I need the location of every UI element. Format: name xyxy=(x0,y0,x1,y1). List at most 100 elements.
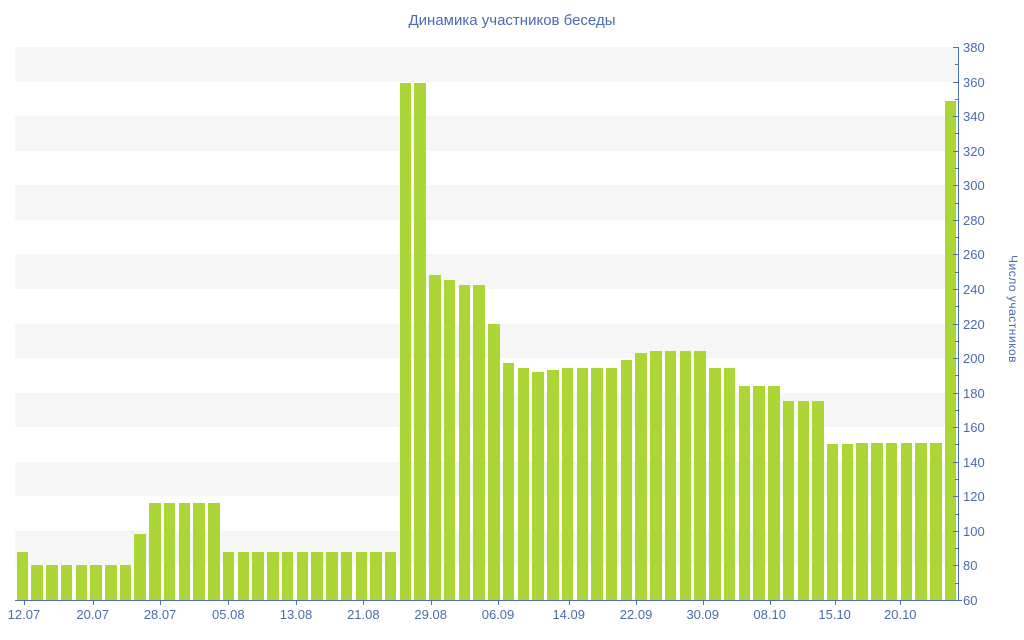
y-tick-label: 200 xyxy=(963,351,985,367)
bar[interactable] xyxy=(650,351,662,600)
bar[interactable] xyxy=(414,83,426,600)
bar[interactable] xyxy=(193,503,205,600)
grid-band xyxy=(15,116,958,151)
y-minor-tick xyxy=(955,98,958,100)
bar[interactable] xyxy=(502,363,515,600)
bar[interactable] xyxy=(134,534,146,600)
y-minor-tick xyxy=(955,340,958,342)
bar[interactable] xyxy=(856,442,868,600)
bar[interactable] xyxy=(16,551,29,600)
y-major-tick xyxy=(953,565,958,567)
bar[interactable] xyxy=(222,551,235,600)
grid-band xyxy=(15,254,958,289)
bar[interactable] xyxy=(768,385,780,600)
bar[interactable] xyxy=(679,351,692,600)
bar[interactable] xyxy=(709,368,721,600)
y-tick-label: 100 xyxy=(963,523,985,539)
bar[interactable] xyxy=(311,551,323,600)
bar[interactable] xyxy=(340,551,353,600)
x-tick-label: 08.10 xyxy=(753,607,786,622)
bar[interactable] xyxy=(915,442,927,600)
bar[interactable] xyxy=(458,285,471,600)
plot-area xyxy=(15,47,958,600)
bar[interactable] xyxy=(443,280,456,600)
bar[interactable] xyxy=(208,503,220,600)
x-tick xyxy=(900,601,902,605)
y-tick-label: 320 xyxy=(963,143,985,159)
bar[interactable] xyxy=(591,368,603,600)
bar[interactable] xyxy=(827,444,839,600)
bar[interactable] xyxy=(149,503,161,600)
bar[interactable] xyxy=(252,551,264,600)
bar[interactable] xyxy=(237,551,250,600)
bar[interactable] xyxy=(930,442,942,600)
bar[interactable] xyxy=(561,368,574,600)
x-tick xyxy=(430,601,432,605)
y-minor-tick xyxy=(955,548,958,550)
bar[interactable] xyxy=(532,371,544,600)
bar[interactable] xyxy=(753,385,765,600)
bar[interactable] xyxy=(429,275,441,600)
bar[interactable] xyxy=(75,565,88,600)
y-minor-tick xyxy=(955,479,958,481)
x-tick xyxy=(296,601,297,605)
bar[interactable] xyxy=(517,368,530,600)
y-minor-tick xyxy=(955,444,958,446)
bar[interactable] xyxy=(576,368,588,600)
y-tick-label: 80 xyxy=(963,558,978,574)
bar[interactable] xyxy=(163,503,176,600)
bar[interactable] xyxy=(370,551,382,600)
bar[interactable] xyxy=(326,551,338,600)
bar[interactable] xyxy=(90,565,102,600)
grid-band xyxy=(15,323,958,359)
y-tick-label: 340 xyxy=(963,109,985,125)
bar[interactable] xyxy=(547,370,559,600)
x-tick-label: 29.08 xyxy=(414,607,447,622)
bar[interactable] xyxy=(296,551,309,600)
bar[interactable] xyxy=(119,565,132,600)
bar[interactable] xyxy=(841,444,854,600)
bar[interactable] xyxy=(694,351,706,600)
bar[interactable] xyxy=(944,100,957,600)
y-tick-label: 240 xyxy=(963,281,985,297)
x-tick-label: 30.09 xyxy=(686,607,719,622)
bar[interactable] xyxy=(885,442,898,600)
bar[interactable] xyxy=(60,565,73,600)
chart-title: Динамика участников беседы xyxy=(408,12,616,29)
bar[interactable] xyxy=(267,551,279,600)
bar[interactable] xyxy=(399,83,412,600)
grid-band xyxy=(15,185,958,220)
bar[interactable] xyxy=(723,368,736,600)
x-tick xyxy=(702,601,704,605)
x-tick-label: 14.09 xyxy=(552,607,585,622)
y-minor-tick xyxy=(955,409,958,411)
y-axis-line xyxy=(958,47,959,601)
bar[interactable] xyxy=(488,323,500,600)
x-tick-label: 06.09 xyxy=(481,607,515,622)
bar[interactable] xyxy=(871,442,883,600)
y-tick-label: 120 xyxy=(963,489,985,505)
bar[interactable] xyxy=(46,565,58,600)
bar[interactable] xyxy=(812,401,824,600)
bar[interactable] xyxy=(664,351,677,600)
bar[interactable] xyxy=(281,551,294,600)
y-minor-tick xyxy=(955,167,958,169)
bar[interactable] xyxy=(782,401,795,600)
bar[interactable] xyxy=(384,551,397,600)
x-tick xyxy=(363,601,365,605)
bar[interactable] xyxy=(620,359,633,600)
x-tick xyxy=(228,601,230,605)
bar[interactable] xyxy=(178,503,191,600)
bar[interactable] xyxy=(355,551,367,600)
x-tick xyxy=(92,601,94,605)
bar[interactable] xyxy=(797,401,810,600)
bar[interactable] xyxy=(31,565,43,600)
bar[interactable] xyxy=(473,285,485,600)
bar[interactable] xyxy=(635,352,647,600)
bar[interactable] xyxy=(105,565,117,600)
y-minor-tick xyxy=(955,306,958,308)
bar[interactable] xyxy=(900,442,913,600)
x-tick-label: 20.07 xyxy=(76,607,109,622)
bar[interactable] xyxy=(605,368,618,600)
bar[interactable] xyxy=(738,385,751,600)
